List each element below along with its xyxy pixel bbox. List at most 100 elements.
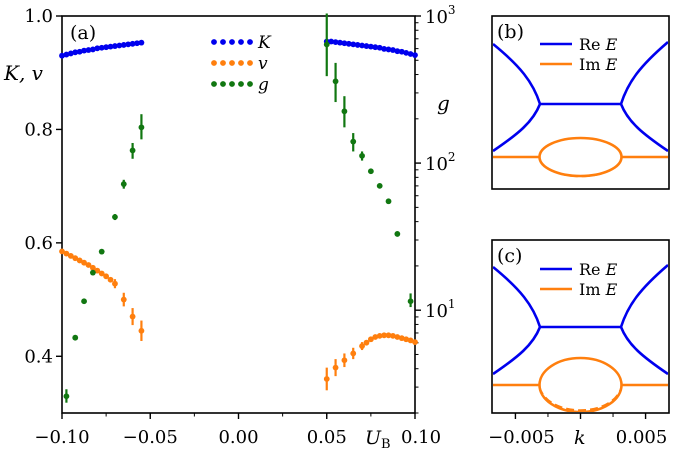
data-point [398,335,405,342]
panel-c-x-ticks: −0.005 0.005 [488,413,667,448]
data-point [332,364,339,371]
data-point [412,339,418,346]
data-point [403,49,410,56]
data-point [323,376,330,382]
data-point [407,298,414,305]
legend-re-e-label: Re E [579,35,618,54]
data-point [407,51,414,57]
data-point [394,48,401,55]
panel-a-legend: Kvg [211,33,272,95]
data-point [76,48,83,55]
data-point [359,42,365,49]
data-point [359,152,365,159]
legend-label: g [258,75,269,95]
panel-a-data [59,13,418,403]
legend-marker [247,39,253,45]
legend-marker [247,60,253,66]
data-point [98,270,105,277]
data-point [85,262,92,268]
legend-marker [238,81,244,87]
data-point [412,52,418,59]
legend-marker [247,81,253,87]
data-point [407,337,414,344]
data-point [332,78,339,85]
re-e-upper-curve [493,264,668,329]
series-K [59,38,418,59]
legend-marker [238,39,244,45]
panel-c-label: (c) [497,245,522,267]
data-point [63,393,70,400]
data-point [125,41,132,48]
im-e-loop [538,356,623,412]
data-point [107,276,114,283]
data-point [341,108,348,115]
data-point [376,182,383,189]
data-point [81,47,87,54]
data-point [354,42,361,48]
x-tick-label: −0.05 [123,427,178,448]
data-point [67,50,74,57]
data-point [72,255,79,262]
data-point [129,40,136,47]
data-point [112,43,118,49]
y-right-tick-label: 102 [425,150,456,175]
data-point [89,264,96,271]
data-point [323,41,330,48]
data-point [363,339,370,346]
y-left-axis-label: K, v [3,61,44,85]
legend-marker [238,60,244,66]
panel-a-label: (a) [70,22,96,44]
x-tick-label: 0.00 [218,427,258,448]
legend-marker [220,81,226,87]
data-point [138,39,145,46]
data-point [59,248,65,255]
data-point [98,248,105,255]
data-point [363,43,370,49]
data-point [376,44,383,51]
data-point [129,147,136,154]
panel-a: −0.10 −0.05 0.00 0.05 0.10 0.40.60.81.0 1011… [3,3,456,452]
panel-b-frame [491,15,670,190]
data-point [94,45,101,52]
panel-c-legend: Re E Im E [540,260,618,299]
data-point [116,42,123,49]
data-point [337,39,343,46]
re-e-upper-curve [493,41,668,106]
legend-marker [220,60,226,66]
data-point [341,40,348,47]
panel-a-x-ticks: −0.10 −0.05 0.00 0.05 0.10 [34,413,441,448]
data-point [350,138,357,145]
data-point [120,181,127,187]
data-point [94,267,101,274]
legend-re-e-label: Re E [579,260,618,279]
data-point [372,44,379,51]
data-point [103,273,110,280]
y-left-tick-label: 0.8 [24,119,53,140]
data-point [372,334,379,340]
data-point [381,45,388,52]
data-point [107,43,114,50]
data-point [381,332,388,339]
data-point [398,48,405,55]
data-point [385,198,392,205]
data-point [367,43,374,50]
data-point [63,51,70,58]
data-point [134,40,140,47]
legend-label: v [258,54,268,74]
data-point [103,44,110,51]
panel-c: (c) Re E Im E −0.005 0.005 k [488,239,670,449]
panel-b: (b) Re E Im E [491,15,670,190]
data-point [367,168,374,175]
data-point [120,42,127,48]
panel-b-curves [493,41,668,178]
data-point [328,38,335,45]
legend-im-e-label: Im E [579,280,618,299]
panel-c-x-tick-label: 0.005 [616,427,668,448]
y-left-tick-label: 0.4 [24,346,53,367]
panel-c-curves [493,264,668,412]
data-point [376,332,383,339]
legend-marker [220,39,226,45]
data-point [138,124,145,131]
data-point [367,336,374,343]
